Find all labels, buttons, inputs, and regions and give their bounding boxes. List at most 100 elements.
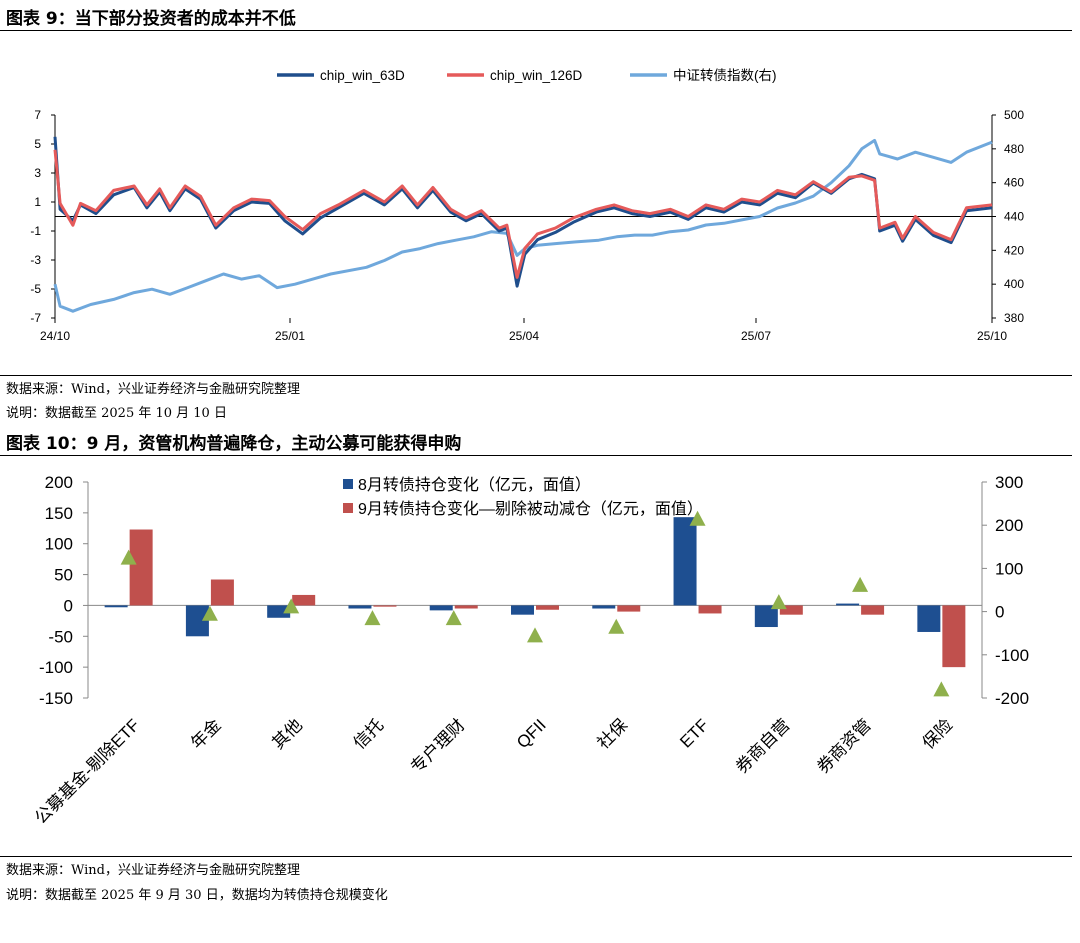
chart10-left-tick-label: 200: [45, 473, 73, 492]
figure10-title: 图表 10：9 月，资管机构普遍降仓，主动公募可能获得申购: [6, 434, 462, 454]
chart10-category-label: 其他: [269, 715, 306, 752]
chart10-legend: 8月转债持仓变化（亿元，面值） 9月转债持仓变化—剔除被动减仓（亿元，面值）: [343, 476, 703, 518]
chart10-bar-s1-1: [210, 579, 234, 606]
chart10-bar-s0-0: [104, 605, 128, 608]
chart10-axes: -150 -100 -50 0 50 100 150 200 -200 -100 0 100 200 30…: [31, 473, 1029, 828]
chart10-left-tick-label: -50: [48, 627, 73, 646]
chart10-category-label: 社保: [594, 715, 631, 752]
figure9-note: 说明：数据截至 2025 年 10 月 10 日: [6, 406, 227, 421]
chart10-bar-s1-7: [698, 605, 722, 614]
chart9-legend-label-1: chip_win_126D: [490, 68, 583, 83]
chart10-category-label: 保险: [919, 715, 956, 752]
chart10-category-label: ETF: [676, 715, 712, 751]
chart9-left-tick-label: 1: [34, 195, 41, 209]
chart10-legend-label-1: 9月转债持仓变化—剔除被动减仓（亿元，面值）: [358, 500, 703, 518]
chart10-bar-s0-4: [429, 605, 453, 611]
chart9-right-tick-label: 440: [1004, 210, 1024, 224]
chart10-category-label: 公募基金-剔除ETF: [31, 715, 143, 827]
chart10-left-tick-label: -150: [39, 689, 73, 708]
chart10-bar-s1-3: [373, 605, 397, 607]
chart10-bar-s1-8: [779, 605, 803, 615]
figure10-note: 说明：数据截至 2025 年 9 月 30 日，数据均为转债持仓规模变化: [6, 888, 388, 903]
chart9-legend: chip_win_63D chip_win_126D 中证转债指数(右): [277, 68, 777, 83]
chart10-left-tick-label: 100: [45, 535, 73, 554]
chart10-category-label: QFII: [513, 715, 550, 752]
figure9-title: 图表 9：当下部分投资者的成本并不低: [6, 9, 296, 29]
figure10-source: 数据来源：Wind，兴业证券经济与金融研究院整理: [6, 863, 300, 878]
chart9-left-tick-label: -3: [30, 253, 41, 267]
chart9-x-tick-label: 25/01: [275, 329, 305, 343]
chart10-triangle-0: [120, 549, 137, 565]
chart9-right-tick-label: 420: [1004, 243, 1024, 257]
chart10-right-tick-label: -200: [995, 689, 1029, 708]
chart10-legend-swatch-1: [343, 503, 353, 513]
chart10-legend-swatch-0: [343, 479, 353, 489]
chart10-bar-s0-6: [592, 605, 616, 609]
chart10-right-tick-label: 200: [995, 516, 1023, 535]
chart9-x-tick-label: 25/07: [741, 329, 771, 343]
chart10-category-label: 年金: [187, 715, 224, 752]
chart9-left-tick-label: -5: [30, 282, 41, 296]
chart9-series-line-2: [53, 138, 993, 313]
chart10-right-tick-label: 300: [995, 473, 1023, 492]
chart10-category-label: 信托: [350, 715, 387, 752]
chart10-bar-s0-7: [673, 517, 697, 606]
chart10-bar-s1-6: [617, 605, 641, 612]
chart9-right-tick-label: 480: [1004, 142, 1024, 156]
chart10-bar-s0-9: [836, 603, 860, 606]
chart9-right-tick-label: 460: [1004, 176, 1024, 190]
chart10-bar-s1-0: [129, 529, 153, 606]
chart9-left-tick-label: 5: [34, 137, 41, 151]
figure9-source: 数据来源：Wind，兴业证券经济与金融研究院整理: [6, 382, 300, 397]
chart10-category-label: 券商自营: [732, 715, 794, 777]
chart10-left-tick-label: 50: [54, 566, 73, 585]
chart9-right-tick-label: 380: [1004, 311, 1024, 325]
chart10-bar-s1-5: [536, 605, 559, 610]
chart10-triangle-3: [364, 610, 381, 626]
chart9-left-tick-label: 3: [34, 166, 41, 180]
chart9-right-tick-label: 400: [1004, 277, 1024, 291]
chart10-category-label: 券商资管: [813, 715, 875, 777]
chart10-right-tick-label: -100: [995, 646, 1029, 665]
figure9-top-rule: [0, 30, 1072, 31]
chart10-triangle-2: [283, 598, 300, 614]
chart10-right-tick-label: 0: [995, 603, 1004, 622]
chart10-triangle-7: [689, 510, 706, 526]
chart9-svg: chip_win_63D chip_win_126D 中证转债指数(右) -7 -5 -…: [30, 68, 1024, 343]
chart10-legend-label-0: 8月转债持仓变化（亿元，面值）: [358, 476, 591, 494]
chart10-triangle-8: [770, 594, 787, 610]
chart10-triangle-1: [201, 605, 218, 621]
chart10-bar-s0-5: [511, 605, 534, 615]
chart10-bar-s1-10: [942, 605, 966, 668]
chart10-triangle-9: [852, 576, 869, 592]
chart9-legend-label-2: 中证转债指数(右): [673, 68, 777, 83]
chart10-triangle-4: [445, 610, 462, 626]
chart9-series-line-0: [53, 136, 993, 288]
chart10-bar-s1-4: [454, 605, 478, 609]
chart9-series-line-1: [53, 149, 993, 279]
chart10-marks: [104, 510, 966, 697]
chart9-right-tick-label: 500: [1004, 108, 1024, 122]
chart10-bar-s1-2: [292, 594, 316, 606]
figure10-bottom-rule: [0, 856, 1072, 857]
chart10-bar-s1-9: [861, 605, 885, 615]
chart10-bar-s0-1: [185, 605, 209, 637]
chart10-left-tick-label: 0: [64, 596, 73, 615]
chart9-series: [53, 136, 993, 313]
chart10-right-tick-label: 100: [995, 559, 1023, 578]
chart10-bar-s0-3: [348, 605, 372, 609]
chart9-left-tick-label: 7: [34, 108, 41, 122]
chart10-left-tick-label: 150: [45, 504, 73, 523]
chart10-left-tick-label: -100: [39, 658, 73, 677]
chart9-x-tick-label: 24/10: [40, 329, 70, 343]
chart10-bar-s0-10: [917, 605, 941, 632]
chart9-x-tick-label: 25/04: [509, 329, 539, 343]
chart9-legend-label-0: chip_win_63D: [320, 68, 405, 83]
chart10-category-label: 专户理财: [407, 715, 469, 777]
chart10-svg: 8月转债持仓变化（亿元，面值） 9月转债持仓变化—剔除被动减仓（亿元，面值） -1…: [31, 473, 1029, 828]
chart10-triangle-6: [608, 618, 625, 634]
chart10-bar-s0-2: [267, 605, 291, 618]
chart10-triangle-5: [527, 627, 543, 643]
figure9-bottom-rule: [0, 375, 1072, 376]
figure10-top-rule: [0, 455, 1072, 456]
